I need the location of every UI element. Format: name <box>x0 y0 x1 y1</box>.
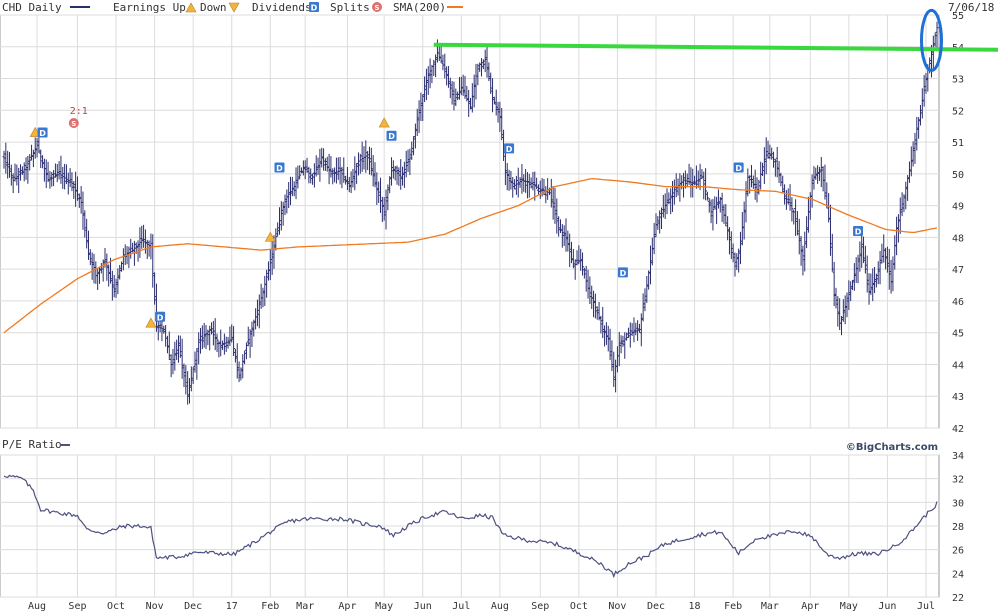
pe-y-tick-label: 32 <box>952 475 964 486</box>
dividend-marker <box>274 162 285 173</box>
earnings-down-icon <box>228 2 240 13</box>
legend-splits-label: Splits <box>330 1 370 14</box>
legend-dividends-label: Dividends <box>252 1 312 14</box>
split-marker-letter: S <box>71 120 76 128</box>
price-panel-frame <box>0 14 940 429</box>
dividend-marker-letter: D <box>620 269 627 278</box>
price-y-tick-label: 44 <box>952 360 964 371</box>
legend-date: 7/06/18 <box>948 1 994 14</box>
price-y-tick-label: 53 <box>952 75 964 86</box>
price-ohlc-series <box>2 21 939 405</box>
earnings-up-marker <box>145 317 157 328</box>
dividend-marker <box>155 311 166 322</box>
split-icon <box>372 2 382 12</box>
pe-y-tick-label: 28 <box>952 522 964 533</box>
price-y-tick-label: 50 <box>952 170 964 181</box>
pe-y-tick-label: 26 <box>952 546 964 557</box>
x-tick-label: Dec <box>184 601 202 612</box>
pe-y-tick-label: 24 <box>952 569 964 580</box>
dividend-marker-letter: D <box>157 313 164 322</box>
legend-sma-label: SMA(200) <box>393 1 446 14</box>
pe-panel: P/E Ratio ©BigCharts.com 22 24 26 28 30 32 34 <box>0 438 964 604</box>
x-tick-label: Oct <box>107 601 125 612</box>
x-tick-label: Jul <box>917 601 935 612</box>
x-tick-label: Nov <box>608 601 626 612</box>
split-icon-letter: S <box>374 4 379 12</box>
x-tick-label: Dec <box>647 601 665 612</box>
x-tick-label: Jun <box>414 601 432 612</box>
dividend-icon <box>309 2 319 12</box>
x-tick-label: Apr <box>338 601 356 612</box>
x-tick-label: Jul <box>452 601 470 612</box>
price-y-tick-label: 55 <box>952 11 964 22</box>
copyright: ©BigCharts.com <box>846 442 938 453</box>
earnings-up-marker <box>264 231 276 242</box>
price-y-tick-label: 46 <box>952 297 964 308</box>
price-y-tick-label: 52 <box>952 106 964 117</box>
dividend-marker-letter: D <box>276 164 283 173</box>
pe-y-axis: 22 24 26 28 30 32 34 <box>952 451 964 604</box>
x-tick-label: May <box>840 601 858 612</box>
price-y-tick-label: 51 <box>952 138 964 149</box>
price-y-tick-label: 42 <box>952 424 964 435</box>
x-tick-label: 18 <box>689 601 701 612</box>
event-markers: D D D D D D D D S 2:1 <box>29 106 864 328</box>
pe-ratio-line <box>3 474 938 579</box>
x-tick-label: Mar <box>296 601 314 612</box>
x-tick-label: Oct <box>570 601 588 612</box>
x-tick-label: 17 <box>226 601 238 612</box>
dividend-icon-letter: D <box>311 4 318 13</box>
split-marker <box>68 118 79 129</box>
price-y-tick-label: 49 <box>952 202 964 213</box>
earnings-up-marker <box>378 117 390 128</box>
x-tick-label: Jun <box>878 601 896 612</box>
x-axis: Aug Sep Oct Nov Dec 17 Feb Mar Apr May Jun Jul Aug Se… <box>28 601 935 612</box>
pe-grid <box>0 454 939 598</box>
x-tick-label: May <box>375 601 393 612</box>
legend-ticker-label: CHD Daily <box>2 1 62 14</box>
x-tick-label: Mar <box>761 601 779 612</box>
split-ratio-label: 2:1 <box>70 106 88 117</box>
legend: CHD Daily Earnings Up Down Dividends D S… <box>2 1 994 14</box>
dividend-marker-letter: D <box>39 129 46 138</box>
price-y-tick-label: 43 <box>952 392 964 403</box>
x-tick-label: Nov <box>146 601 164 612</box>
earnings-up-icon <box>185 2 197 13</box>
dividend-marker <box>386 130 397 141</box>
pe-y-tick-label: 22 <box>952 593 964 604</box>
price-y-tick-label: 45 <box>952 329 964 340</box>
dividend-marker-letter: D <box>855 228 862 237</box>
dividend-marker <box>504 143 515 154</box>
x-tick-label: Feb <box>724 601 742 612</box>
x-tick-label: Aug <box>28 601 46 612</box>
price-y-tick-label: 47 <box>952 265 964 276</box>
legend-earnings-up-label: Earnings Up <box>113 1 186 14</box>
latest-price-highlight-circle <box>919 8 943 72</box>
pe-y-tick-label: 34 <box>952 451 964 462</box>
x-tick-label: Sep <box>68 601 86 612</box>
dividend-marker-letter: D <box>506 145 513 154</box>
pe-panel-label: P/E Ratio <box>2 438 62 451</box>
price-y-tick-label: 48 <box>952 233 964 244</box>
dividend-marker-letter: D <box>388 132 395 141</box>
resistance-line <box>433 42 999 52</box>
x-tick-label: Feb <box>261 601 279 612</box>
dividend-marker <box>37 127 48 138</box>
dividend-marker-letter: D <box>735 164 742 173</box>
price-panel: 4243444546474849505152535455 DDDDDDDDS2:… <box>0 8 999 435</box>
sma-200-line <box>3 177 938 334</box>
dividend-marker <box>617 267 628 278</box>
legend-earnings-down-label: Down <box>200 1 227 14</box>
x-tick-label: Aug <box>491 601 509 612</box>
x-tick-label: Sep <box>531 601 549 612</box>
pe-y-tick-label: 30 <box>952 498 964 509</box>
dividend-marker <box>733 162 744 173</box>
price-y-axis: 4243444546474849505152535455 <box>952 11 964 435</box>
dividend-marker <box>853 226 864 237</box>
x-tick-label: Apr <box>801 601 819 612</box>
